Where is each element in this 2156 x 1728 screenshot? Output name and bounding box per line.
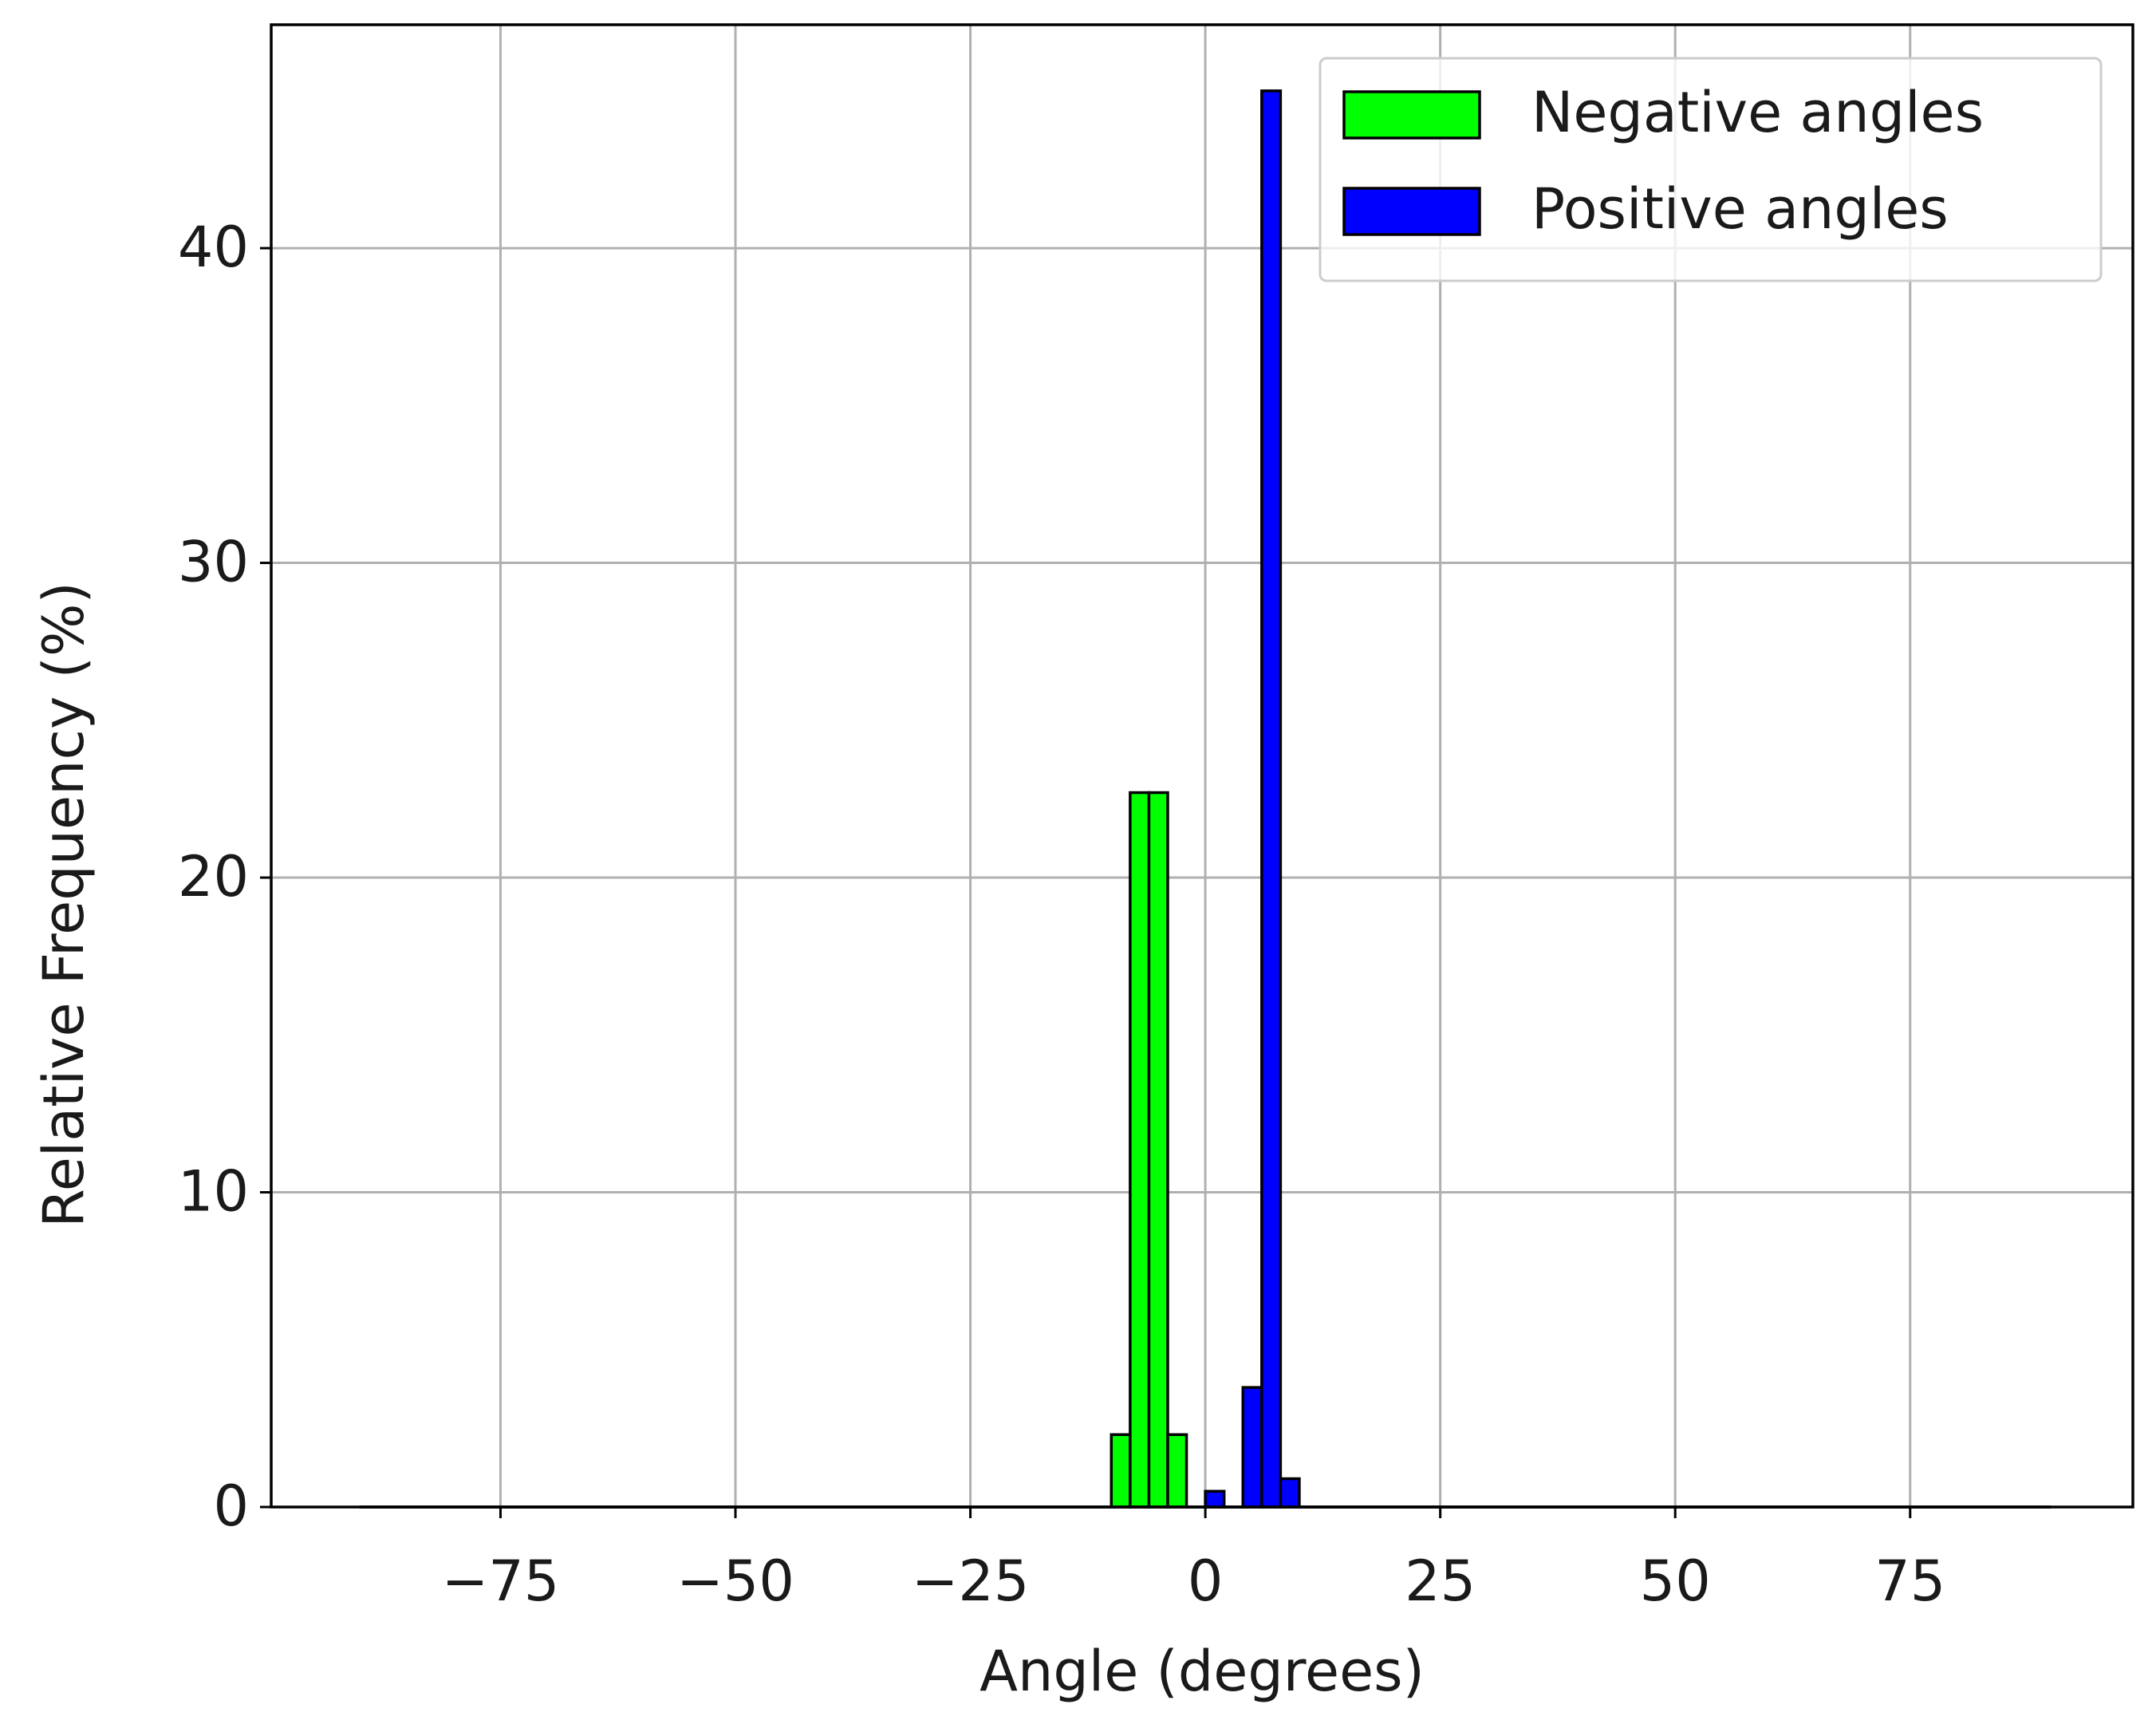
- bar: [1204, 1489, 1226, 1509]
- bar: [1110, 1433, 1132, 1509]
- y-tick-label: 0: [213, 1474, 249, 1539]
- x-tick-label: 50: [1640, 1548, 1711, 1614]
- x-tick-label: −50: [676, 1548, 794, 1614]
- legend-label: Negative angles: [1531, 80, 1984, 145]
- x-tick-label: 0: [1188, 1548, 1224, 1614]
- x-tick-label: 25: [1405, 1548, 1476, 1614]
- x-axis-label: Angle (degrees): [979, 1639, 1425, 1704]
- plot-frame: [270, 23, 2134, 1509]
- bar: [1147, 791, 1169, 1509]
- bar: [1241, 1386, 1263, 1509]
- bar: [1260, 89, 1283, 1509]
- legend-label: Positive angles: [1531, 176, 1949, 242]
- legend-box: [1318, 57, 2103, 282]
- bar: [1166, 1433, 1188, 1509]
- bar: [1279, 1477, 1301, 1509]
- y-axis-label: Relative Frequency (%): [31, 582, 97, 1228]
- x-tick-label: −75: [442, 1548, 560, 1614]
- y-tick-label: 40: [178, 215, 249, 280]
- x-tick-label: 75: [1874, 1548, 1945, 1614]
- legend-swatch: [1342, 187, 1481, 236]
- bar: [1129, 791, 1151, 1509]
- y-tick-label: 10: [178, 1159, 249, 1225]
- legend-swatch: [1342, 90, 1481, 140]
- y-tick-label: 20: [178, 844, 249, 909]
- y-tick-label: 30: [178, 530, 249, 595]
- x-tick-label: −25: [912, 1548, 1030, 1614]
